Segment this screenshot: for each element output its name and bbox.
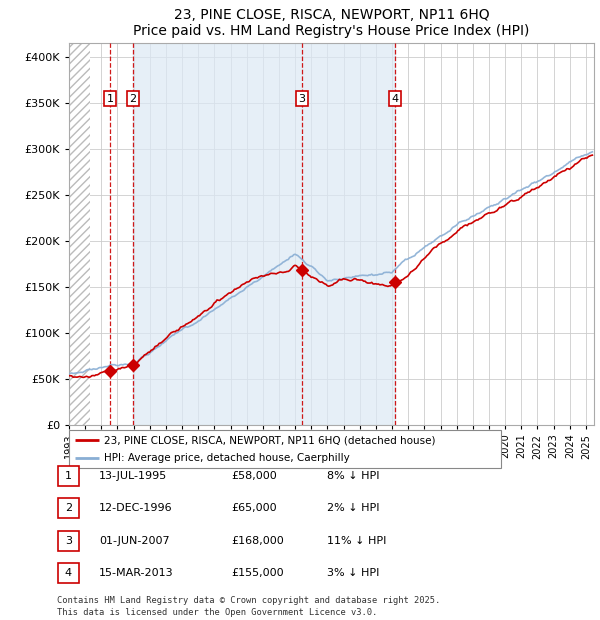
Text: HPI: Average price, detached house, Caerphilly: HPI: Average price, detached house, Caer… (104, 453, 349, 463)
FancyBboxPatch shape (69, 430, 501, 468)
Text: 2: 2 (65, 503, 72, 513)
Title: 23, PINE CLOSE, RISCA, NEWPORT, NP11 6HQ
Price paid vs. HM Land Registry's House: 23, PINE CLOSE, RISCA, NEWPORT, NP11 6HQ… (133, 8, 530, 38)
Text: £168,000: £168,000 (231, 536, 284, 546)
Text: 3: 3 (298, 94, 305, 104)
Text: 1: 1 (106, 94, 113, 104)
FancyBboxPatch shape (58, 531, 79, 551)
FancyBboxPatch shape (58, 563, 79, 583)
Text: 1: 1 (65, 471, 72, 481)
Bar (133, 43, 395, 425)
Text: 15-MAR-2013: 15-MAR-2013 (99, 568, 173, 578)
Text: 01-JUN-2007: 01-JUN-2007 (99, 536, 170, 546)
FancyBboxPatch shape (58, 466, 79, 486)
Text: £65,000: £65,000 (231, 503, 277, 513)
Text: 11% ↓ HPI: 11% ↓ HPI (327, 536, 386, 546)
Text: 4: 4 (392, 94, 399, 104)
Text: Contains HM Land Registry data © Crown copyright and database right 2025.
This d: Contains HM Land Registry data © Crown c… (57, 596, 440, 617)
Text: 4: 4 (65, 568, 72, 578)
Text: £155,000: £155,000 (231, 568, 284, 578)
Text: 23, PINE CLOSE, RISCA, NEWPORT, NP11 6HQ (detached house): 23, PINE CLOSE, RISCA, NEWPORT, NP11 6HQ… (104, 435, 435, 445)
Text: 3% ↓ HPI: 3% ↓ HPI (327, 568, 379, 578)
Text: 12-DEC-1996: 12-DEC-1996 (99, 503, 173, 513)
Text: £58,000: £58,000 (231, 471, 277, 481)
Text: 13-JUL-1995: 13-JUL-1995 (99, 471, 167, 481)
Text: 3: 3 (65, 536, 72, 546)
Text: 8% ↓ HPI: 8% ↓ HPI (327, 471, 380, 481)
Text: 2: 2 (129, 94, 136, 104)
Text: 2% ↓ HPI: 2% ↓ HPI (327, 503, 380, 513)
FancyBboxPatch shape (58, 498, 79, 518)
